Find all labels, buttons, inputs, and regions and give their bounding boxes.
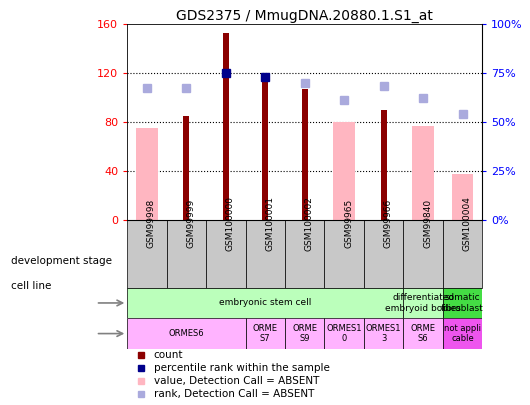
Text: ORMES1
0: ORMES1 0 — [326, 324, 362, 343]
Bar — [324, 220, 364, 288]
Bar — [183, 116, 189, 220]
Bar — [127, 220, 166, 288]
Text: ORME
S7: ORME S7 — [253, 324, 278, 343]
Bar — [333, 122, 355, 220]
Bar — [262, 76, 268, 220]
Text: GSM100001: GSM100001 — [266, 196, 275, 251]
Bar — [324, 318, 364, 349]
Text: ORMES1
3: ORMES1 3 — [366, 324, 401, 343]
Text: GSM99966: GSM99966 — [384, 199, 393, 248]
Bar — [452, 174, 473, 220]
Text: rank, Detection Call = ABSENT: rank, Detection Call = ABSENT — [154, 389, 314, 399]
Bar — [285, 220, 324, 288]
Bar — [245, 318, 285, 349]
Bar — [403, 288, 443, 318]
Text: GSM99965: GSM99965 — [344, 199, 353, 248]
Bar — [412, 126, 434, 220]
Text: GSM99840: GSM99840 — [423, 199, 432, 248]
Bar — [443, 318, 482, 349]
Text: GSM100004: GSM100004 — [463, 196, 472, 251]
Bar — [245, 220, 285, 288]
Text: ORMES6: ORMES6 — [169, 329, 204, 338]
Text: cell line: cell line — [11, 281, 51, 290]
Bar — [443, 220, 482, 288]
Bar — [127, 318, 245, 349]
Text: somatic
fibroblast: somatic fibroblast — [441, 293, 484, 313]
Text: GSM100000: GSM100000 — [226, 196, 235, 251]
Bar — [302, 89, 308, 220]
Text: differentiated
embryoid bodies: differentiated embryoid bodies — [385, 293, 461, 313]
Bar — [364, 220, 403, 288]
Bar — [136, 128, 158, 220]
Text: ORME
S9: ORME S9 — [292, 324, 317, 343]
Title: GDS2375 / MmugDNA.20880.1.S1_at: GDS2375 / MmugDNA.20880.1.S1_at — [176, 9, 433, 23]
Bar — [206, 220, 245, 288]
Bar — [127, 288, 403, 318]
Bar — [364, 318, 403, 349]
Bar — [166, 220, 206, 288]
Bar — [285, 318, 324, 349]
Bar — [443, 288, 482, 318]
Text: percentile rank within the sample: percentile rank within the sample — [154, 363, 330, 373]
Text: GSM99998: GSM99998 — [147, 199, 156, 248]
Bar — [403, 220, 443, 288]
Text: value, Detection Call = ABSENT: value, Detection Call = ABSENT — [154, 376, 319, 386]
Text: GSM100002: GSM100002 — [305, 196, 314, 251]
Text: development stage: development stage — [11, 256, 112, 266]
Text: GSM99999: GSM99999 — [187, 199, 196, 248]
Text: not appli
cable: not appli cable — [444, 324, 481, 343]
Bar — [381, 110, 386, 220]
Text: embryonic stem cell: embryonic stem cell — [219, 298, 312, 307]
Bar — [223, 33, 229, 220]
Text: ORME
S6: ORME S6 — [411, 324, 436, 343]
Bar — [403, 318, 443, 349]
Text: count: count — [154, 350, 183, 360]
